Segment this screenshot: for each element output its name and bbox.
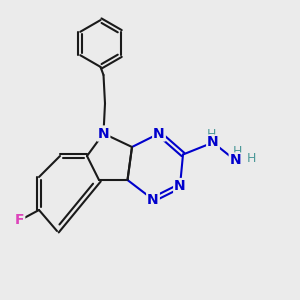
Text: N: N (230, 154, 241, 167)
Text: H: H (207, 128, 216, 141)
Text: N: N (98, 127, 109, 140)
Text: N: N (174, 179, 186, 193)
Text: N: N (147, 193, 159, 206)
Text: N: N (153, 127, 165, 140)
Text: N: N (207, 136, 219, 149)
Text: F: F (15, 214, 24, 227)
Text: H: H (232, 145, 242, 158)
Text: H: H (246, 152, 256, 166)
